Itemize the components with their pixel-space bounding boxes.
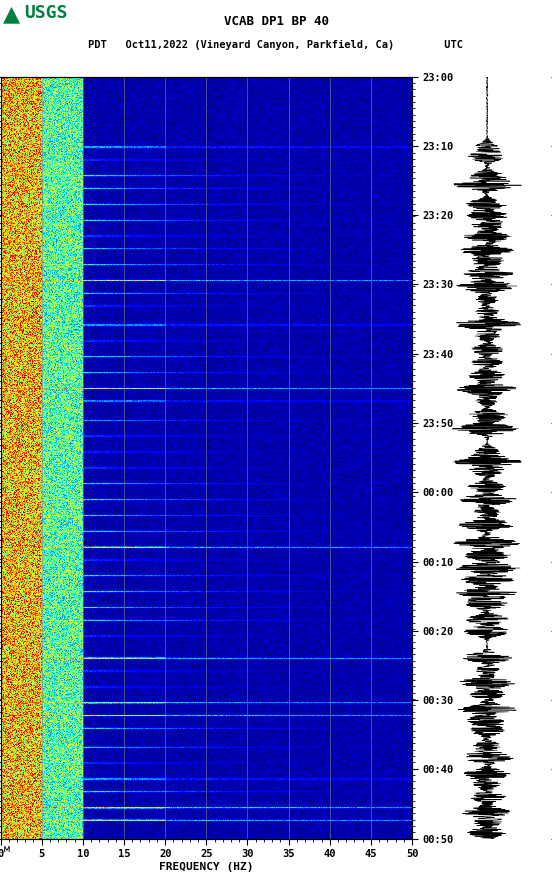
Text: ▲: ▲	[3, 4, 20, 24]
Text: USGS: USGS	[24, 4, 67, 22]
Text: PDT   Oct11,2022 (Vineyard Canyon, Parkfield, Ca)        UTC: PDT Oct11,2022 (Vineyard Canyon, Parkfie…	[88, 40, 464, 50]
Text: м: м	[3, 844, 9, 854]
Text: VCAB DP1 BP 40: VCAB DP1 BP 40	[224, 14, 328, 28]
X-axis label: FREQUENCY (HZ): FREQUENCY (HZ)	[159, 862, 253, 872]
